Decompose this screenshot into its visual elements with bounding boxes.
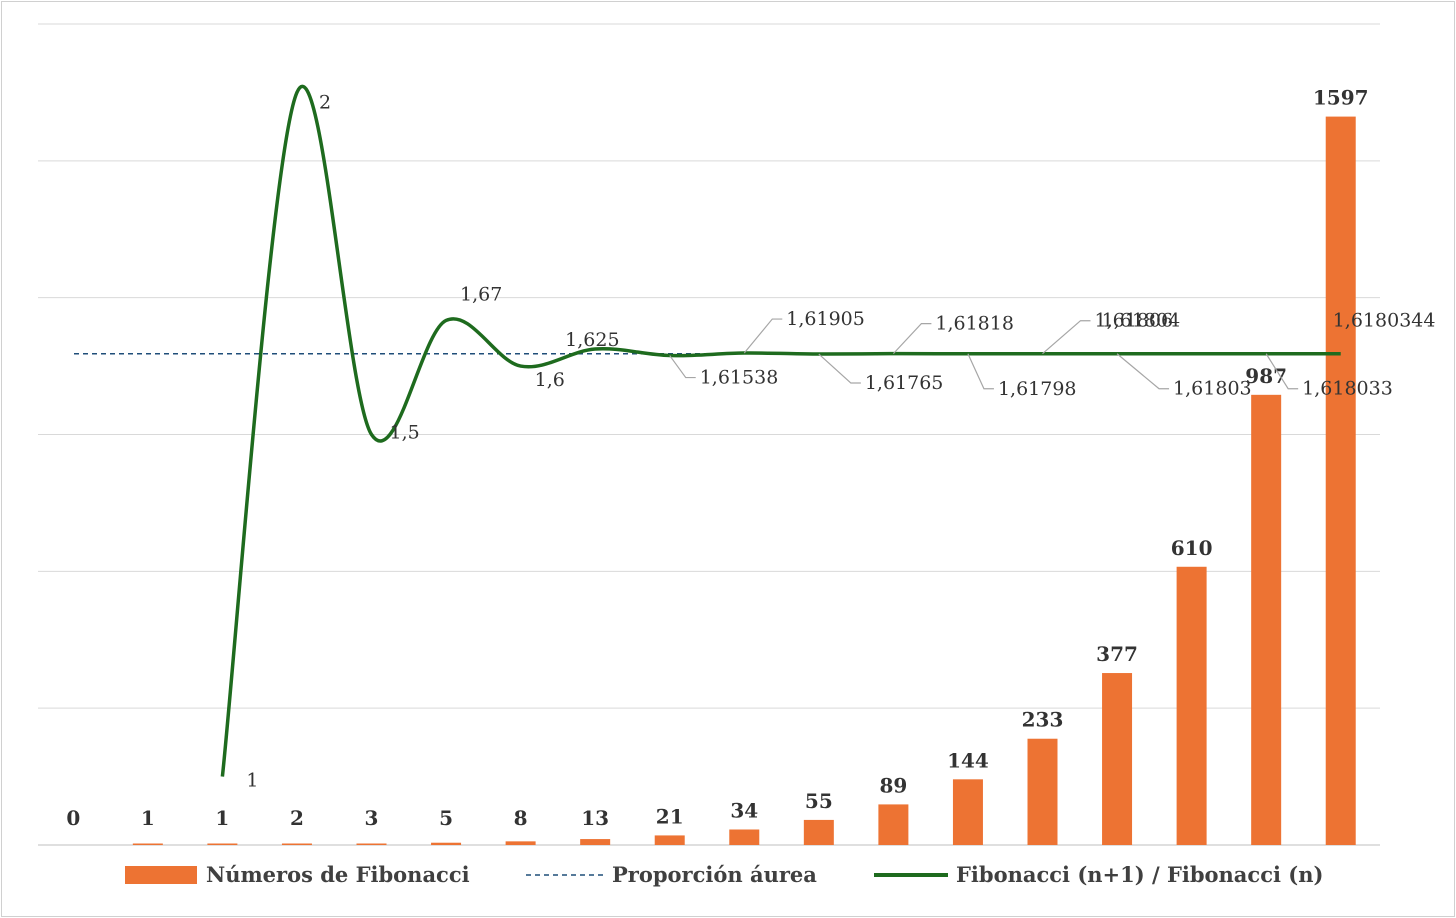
bar-2 bbox=[207, 843, 238, 845]
legend: Números de Fibonacci Proporción áurea Fi… bbox=[125, 862, 1323, 887]
ratio-label-9: 1,61905 bbox=[786, 308, 865, 330]
bar-label-6: 8 bbox=[514, 806, 528, 830]
bar-17 bbox=[1325, 116, 1356, 845]
ratio-label-2: 1 bbox=[246, 770, 258, 792]
bar-10 bbox=[803, 819, 834, 845]
ratio-label-16: 1,618033 bbox=[1302, 378, 1393, 400]
bar-14 bbox=[1102, 673, 1133, 845]
bar-13 bbox=[1027, 738, 1058, 845]
ratio-label-12: 1,61798 bbox=[998, 378, 1077, 400]
bar-label-17: 1597 bbox=[1313, 86, 1369, 110]
bar-15 bbox=[1176, 566, 1207, 845]
legend-label-golden: Proporción áurea bbox=[612, 862, 817, 887]
ratio-leader-16 bbox=[1265, 353, 1299, 390]
ratio-label-17: 1,6180344 bbox=[1333, 310, 1436, 332]
ratio-leader-10 bbox=[818, 353, 861, 384]
ratio-leader-8 bbox=[669, 355, 696, 379]
gridlines bbox=[38, 23, 1380, 846]
bar-11 bbox=[878, 804, 909, 845]
legend-label-fibonacci: Números de Fibonacci bbox=[206, 862, 470, 887]
bar-label-3: 2 bbox=[290, 806, 304, 830]
ratio-labels: 1 2 1,5 1,67 1,61,625 1,61538 1,61905 1,61765 1,… bbox=[246, 91, 1435, 791]
ratio-label-5: 1,67 bbox=[460, 283, 502, 305]
ratio-leader-13 bbox=[1042, 320, 1091, 355]
ratio-label-8: 1,61538 bbox=[700, 367, 779, 389]
bar-4 bbox=[356, 843, 387, 845]
ratio-label-14: 1,61803 bbox=[1173, 378, 1252, 400]
legend-label-ratio: Fibonacci (n+1) / Fibonacci (n) bbox=[956, 862, 1323, 887]
legend-swatch-fibonacci bbox=[125, 866, 197, 884]
bar-16 bbox=[1251, 394, 1282, 845]
bar-label-0: 0 bbox=[66, 806, 80, 830]
ratio-label-13: 1,61806 bbox=[1095, 310, 1174, 332]
bar-label-11: 89 bbox=[879, 773, 907, 797]
bar-7 bbox=[580, 839, 611, 845]
ratio-label-10: 1,61765 bbox=[865, 372, 944, 394]
bar-label-15: 610 bbox=[1171, 536, 1213, 560]
bar-label-7: 13 bbox=[581, 806, 609, 830]
bar-6 bbox=[505, 841, 536, 845]
ratio-label-11: 1,61818 bbox=[935, 313, 1014, 335]
bar-label-10: 55 bbox=[805, 789, 833, 813]
bar-1 bbox=[132, 843, 163, 845]
bar-3 bbox=[281, 843, 312, 845]
ratio-curve bbox=[220, 84, 1341, 777]
ratio-label-15: 1,61804 bbox=[1102, 310, 1181, 332]
ratio-label-4: 1,5 bbox=[390, 422, 420, 444]
bar-12 bbox=[952, 779, 983, 845]
bar-label-2: 1 bbox=[215, 806, 229, 830]
bar-label-13: 233 bbox=[1022, 708, 1064, 732]
ratio-label-7: 1,625 bbox=[565, 329, 619, 351]
bar-label-8: 21 bbox=[656, 804, 684, 828]
bar-label-12: 144 bbox=[947, 748, 989, 772]
ratio-label-3: 2 bbox=[319, 91, 331, 113]
bar-label-1: 1 bbox=[141, 806, 155, 830]
ratio-series bbox=[220, 84, 1341, 777]
bar-label-5: 5 bbox=[439, 806, 453, 830]
ratio-leader-9 bbox=[743, 318, 783, 354]
ratio-leader-14 bbox=[1116, 353, 1170, 390]
ratio-label-6: 1,6 bbox=[535, 369, 565, 391]
bar-series bbox=[132, 116, 1356, 845]
bar-5 bbox=[431, 842, 462, 845]
bar-label-9: 34 bbox=[730, 798, 758, 822]
bar-8 bbox=[654, 835, 685, 845]
ratio-leader-12 bbox=[967, 353, 994, 390]
bar-label-4: 3 bbox=[365, 806, 379, 830]
bar-9 bbox=[729, 829, 760, 845]
ratio-leader-11 bbox=[892, 323, 932, 355]
bar-label-14: 377 bbox=[1096, 642, 1138, 666]
